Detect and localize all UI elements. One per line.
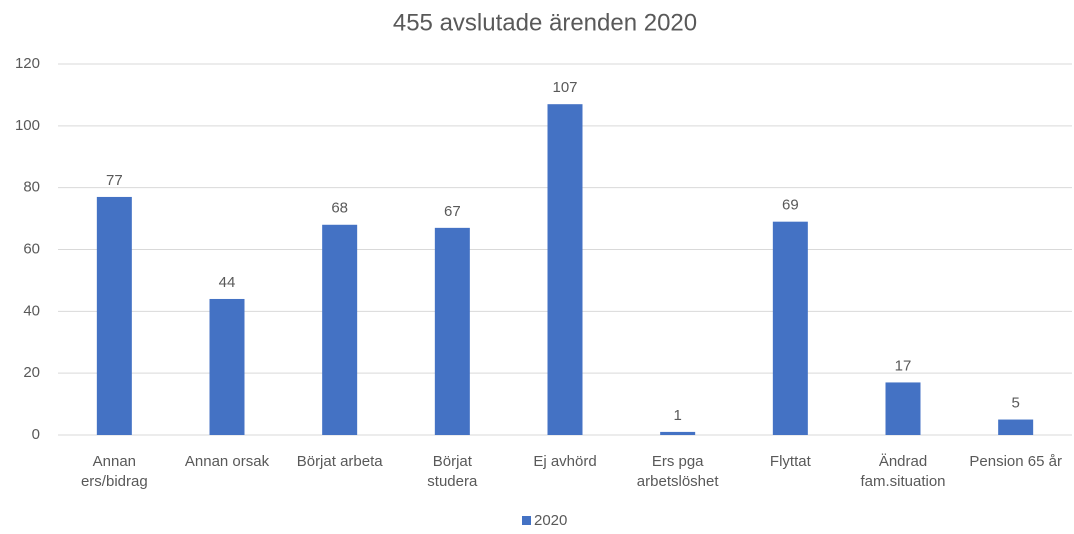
y-tick-label: 40 bbox=[23, 302, 40, 319]
y-tick-label: 100 bbox=[15, 117, 40, 134]
data-label: 17 bbox=[895, 357, 912, 374]
bar bbox=[660, 431, 696, 435]
x-tick-label: studera bbox=[427, 473, 478, 490]
x-tick-label: Annan bbox=[93, 453, 136, 470]
x-tick-label: Flyttat bbox=[770, 453, 812, 470]
x-tick-label: Ändrad bbox=[879, 453, 927, 470]
x-tick-label: Ers pga bbox=[652, 453, 704, 470]
y-tick-label: 80 bbox=[23, 179, 40, 196]
x-tick-label: Börjat bbox=[433, 453, 473, 470]
bar bbox=[322, 224, 358, 435]
x-tick-label: Annan orsak bbox=[185, 453, 270, 470]
x-tick-label: fam.situation bbox=[860, 473, 945, 490]
bar bbox=[885, 382, 921, 435]
y-tick-label: 20 bbox=[23, 364, 40, 381]
legend-swatch bbox=[522, 516, 531, 525]
x-tick-label: Ej avhörd bbox=[533, 453, 596, 470]
y-tick-label: 0 bbox=[32, 426, 40, 443]
x-tick-label: ers/bidrag bbox=[81, 473, 148, 490]
data-label: 44 bbox=[219, 274, 236, 291]
y-tick-label: 60 bbox=[23, 240, 40, 257]
data-label: 77 bbox=[106, 172, 123, 189]
data-label: 1 bbox=[673, 407, 681, 424]
bar bbox=[96, 196, 132, 435]
bar bbox=[434, 227, 470, 435]
data-label: 69 bbox=[782, 197, 799, 214]
bar bbox=[547, 104, 583, 436]
chart-title: 455 avslutade ärenden 2020 bbox=[393, 9, 697, 36]
x-tick-label: arbetslöshet bbox=[637, 473, 720, 490]
y-tick-label: 120 bbox=[15, 55, 40, 72]
data-label: 5 bbox=[1011, 395, 1019, 412]
bar bbox=[998, 419, 1034, 435]
x-tick-label: Börjat arbeta bbox=[297, 453, 384, 470]
legend-label: 2020 bbox=[534, 512, 567, 529]
data-label: 68 bbox=[331, 200, 348, 217]
bar bbox=[772, 221, 808, 435]
data-label: 107 bbox=[552, 79, 577, 96]
data-label: 67 bbox=[444, 203, 461, 220]
bar bbox=[209, 298, 245, 435]
x-tick-label: Pension 65 år bbox=[969, 453, 1062, 470]
